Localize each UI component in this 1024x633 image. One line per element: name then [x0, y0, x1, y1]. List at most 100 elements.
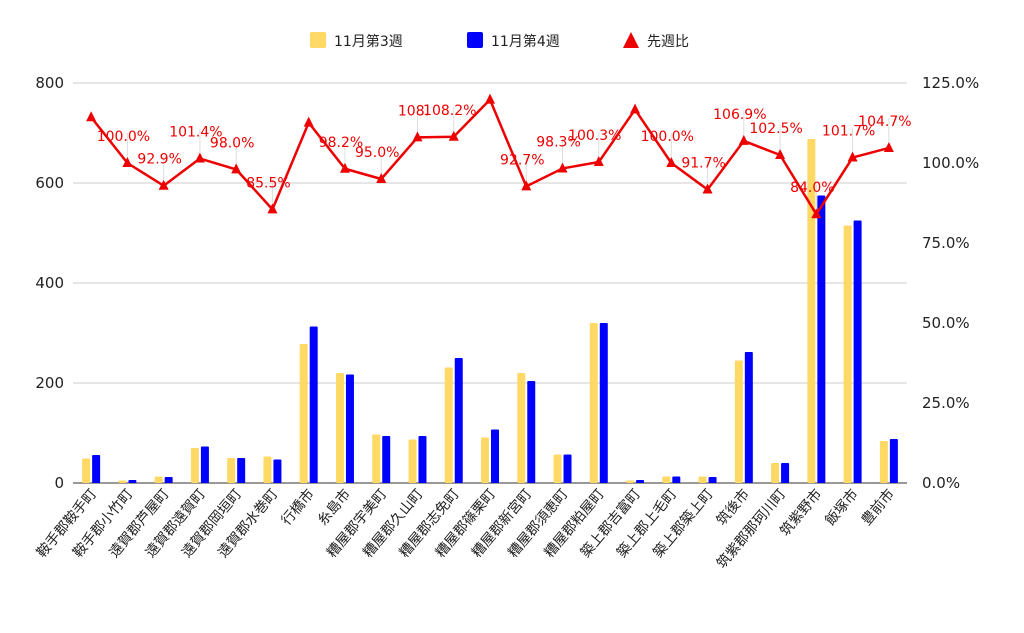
ratio-data-label: 100.3% — [568, 128, 621, 144]
y-right-tick-label: 75.0% — [922, 234, 970, 252]
y-right-tick-label: 125.0% — [922, 74, 979, 92]
ratio-data-label: 101.7% — [822, 124, 875, 140]
bar-week3 — [517, 373, 526, 483]
ratio-point — [158, 179, 169, 190]
x-tick-label: 飯塚市 — [822, 486, 862, 529]
ratio-data-label: 106.9% — [713, 107, 766, 123]
bar-week3 — [154, 476, 163, 483]
legend-label: 11月第3週 — [334, 33, 403, 50]
y-left-tick-label: 400 — [35, 274, 64, 292]
y-left-tick-label: 200 — [35, 374, 64, 392]
bar-week3 — [843, 225, 852, 483]
bar-week3 — [372, 434, 381, 483]
ratio-data-label: 108. — [398, 103, 429, 119]
bar-week3 — [662, 476, 671, 483]
y-right-tick-label: 100.0% — [922, 154, 979, 172]
legend-swatch — [467, 32, 483, 48]
ratio-data-label: 108.2% — [423, 103, 476, 119]
bar-week3 — [263, 456, 272, 483]
ratio-point — [557, 162, 568, 173]
y-left-tick-label: 0 — [54, 474, 64, 492]
legend-label: 11月第4週 — [491, 33, 560, 50]
ratio-point — [122, 157, 133, 167]
bar-week4 — [744, 352, 753, 483]
bar-week4 — [527, 381, 536, 483]
ratio-data-label: 100.0% — [97, 129, 150, 145]
bar-week4 — [599, 323, 608, 483]
ratio-point — [194, 152, 205, 163]
bar-week3 — [190, 448, 199, 483]
ratio-data-label: 95.0% — [355, 145, 399, 161]
bar-week4 — [309, 326, 318, 483]
bar-week4 — [781, 463, 790, 483]
bar-week3 — [481, 437, 489, 483]
bar-week4 — [454, 358, 463, 483]
ratio-data-label: 101.4% — [169, 125, 222, 141]
bar-week3 — [335, 373, 344, 483]
bar-week4 — [200, 446, 209, 483]
ratio-point — [485, 93, 495, 104]
bar-week3 — [118, 480, 127, 483]
ratio-data-label: 84.0% — [790, 180, 834, 196]
bar-week4 — [563, 454, 572, 483]
bar-week4 — [889, 439, 898, 483]
bar-week3 — [626, 480, 635, 483]
ratio-data-label: 98.3% — [536, 134, 580, 150]
ratio-point — [412, 131, 423, 142]
bar-week3 — [82, 458, 91, 483]
y-right-tick-label: 25.0% — [922, 394, 970, 412]
ratio-point — [521, 180, 532, 191]
ratio-point — [303, 116, 314, 127]
bar-week3 — [879, 441, 888, 483]
bar-week3 — [444, 367, 453, 483]
bar-week3 — [589, 323, 598, 483]
bar-week3 — [553, 454, 562, 483]
ratio-data-label: 85.5% — [246, 175, 290, 191]
bar-week4 — [853, 220, 862, 483]
ratio-data-label: 100.0% — [641, 129, 694, 145]
y-left-tick-label: 800 — [35, 74, 64, 92]
bar-week4 — [708, 477, 717, 483]
ratio-point — [593, 156, 604, 167]
x-tick-label: 行橋市 — [278, 486, 318, 529]
bar-week4 — [817, 195, 826, 483]
ratio-data-label: 92.9% — [137, 152, 181, 168]
bar-week3 — [734, 360, 743, 483]
ratio-point — [376, 173, 387, 183]
ratio-point — [702, 183, 713, 194]
bar-week3 — [227, 458, 236, 483]
legend-swatch — [623, 32, 639, 48]
bar-week3 — [771, 463, 780, 483]
bar-week4 — [636, 480, 645, 483]
ratio-point — [339, 162, 350, 173]
y-right-tick-label: 50.0% — [922, 314, 970, 332]
bar-week3 — [299, 344, 308, 483]
ratio-point — [738, 134, 749, 145]
legend-swatch — [310, 32, 326, 48]
ratio-point — [847, 151, 858, 162]
legend-label: 先週比 — [647, 34, 689, 50]
bar-week3 — [408, 439, 417, 483]
bar-week4 — [345, 374, 354, 483]
bar-week4 — [382, 436, 391, 483]
ratio-data-label: 98.2% — [319, 135, 363, 151]
bar-week4 — [672, 476, 681, 483]
bar-week3 — [807, 139, 816, 483]
ratio-data-label: 102.5% — [749, 121, 802, 137]
ratio-data-label: 98.0% — [210, 135, 254, 151]
bar-week3 — [698, 476, 707, 483]
ratio-point — [630, 103, 641, 114]
ratio-point — [267, 203, 278, 214]
ratio-data-label: 104.7% — [858, 114, 911, 130]
ratio-data-label: 91.7% — [681, 156, 725, 172]
ratio-point — [666, 157, 677, 167]
ratio-line — [90, 98, 890, 216]
y-left-tick-label: 600 — [35, 174, 64, 192]
ratio-data-label: 92.7% — [500, 152, 544, 168]
bar-week4 — [237, 458, 246, 483]
bar-week4 — [273, 459, 282, 483]
y-right-tick-label: 0.0% — [922, 474, 960, 492]
ratio-point — [775, 149, 786, 159]
ratio-point — [883, 141, 894, 152]
